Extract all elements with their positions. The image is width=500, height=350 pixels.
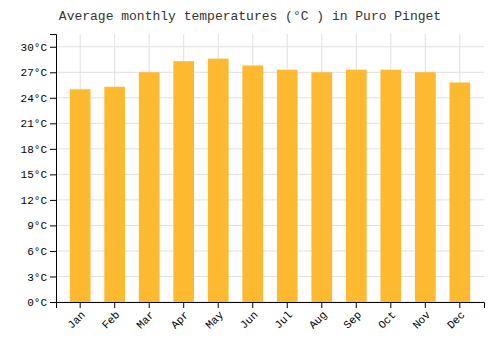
bar <box>104 87 125 302</box>
bar <box>449 82 470 302</box>
x-tick-label: Feb <box>100 309 122 331</box>
y-tick-mark <box>50 174 56 175</box>
x-tick-label: May <box>203 309 226 332</box>
y-tick-label: 3°C <box>27 271 47 283</box>
x-tick-label: Nov <box>411 309 434 332</box>
x-tick-mark <box>218 302 219 308</box>
y-tick: 27°C <box>21 67 56 79</box>
x-tick-mark <box>252 302 253 308</box>
y-tick-label: 24°C <box>21 93 48 105</box>
y-tick-label: 9°C <box>27 220 47 232</box>
x-tick-mark <box>80 302 81 308</box>
x-tick-label: Aug <box>307 309 329 331</box>
x-tick-mark <box>425 302 426 308</box>
bars <box>70 59 470 302</box>
bar <box>139 72 160 302</box>
y-tick-mark <box>50 47 56 48</box>
y-axis-line <box>50 35 57 303</box>
bar <box>277 70 298 302</box>
chart: Average monthly temperatures (°C ) in Pu… <box>0 0 500 350</box>
y-axis: 0°C 3°C 6°C 9°C 12°C 15°C 18°C 21°C 24°C 27°C 30°C <box>21 35 57 310</box>
y-tick-mark <box>50 98 56 99</box>
x-tick: Jul <box>272 302 294 331</box>
y-tick-mark <box>50 149 56 150</box>
x-tick: Feb <box>100 302 122 331</box>
x-tick: May <box>203 302 226 331</box>
x-tick-mark <box>114 302 115 308</box>
x-tick-mark <box>321 302 322 308</box>
bar <box>208 59 229 302</box>
bar <box>346 70 367 302</box>
x-tick-label: Dec <box>445 309 467 331</box>
y-tick: 24°C <box>21 93 56 105</box>
y-tick-label: 27°C <box>21 67 48 79</box>
x-tick-label: Jul <box>272 309 294 331</box>
x-tick-mark <box>459 302 460 308</box>
bar <box>380 70 401 302</box>
grid-line <box>56 46 484 47</box>
x-tick: Nov <box>411 302 434 331</box>
y-tick: 6°C <box>27 246 56 258</box>
y-tick: 12°C <box>21 195 56 207</box>
y-tick-label: 30°C <box>21 42 48 54</box>
y-tick: 3°C <box>27 271 56 283</box>
y-tick-mark <box>50 123 56 124</box>
title: Average monthly temperatures (°C ) in Pu… <box>59 9 441 24</box>
x-tick-label: Oct <box>376 309 398 331</box>
plot: Jan Feb Mar Apr May Jun Jul Aug Sep Oct Nov Dec 0°C 3… <box>21 34 485 331</box>
y-tick-mark <box>50 302 56 303</box>
y-tick: 18°C <box>21 144 56 156</box>
y-tick: 15°C <box>21 169 56 181</box>
grid <box>56 34 484 302</box>
x-tick-label: Apr <box>169 309 191 331</box>
bar <box>242 65 263 302</box>
bar <box>311 72 332 302</box>
x-tick-mark <box>390 302 391 308</box>
y-tick-mark <box>50 72 56 73</box>
y-tick-label: 0°C <box>27 297 47 309</box>
x-tick: Mar <box>134 302 156 331</box>
x-tick: Dec <box>445 302 467 331</box>
x-tick: Oct <box>376 302 398 331</box>
y-tick-label: 21°C <box>21 118 48 130</box>
x-axis: Jan Feb Mar Apr May Jun Jul Aug Sep Oct Nov Dec <box>57 302 485 331</box>
bar <box>173 61 194 302</box>
x-tick-mark <box>287 302 288 308</box>
y-tick: 21°C <box>21 118 56 130</box>
bar <box>70 89 91 302</box>
x-tick: Apr <box>169 302 191 331</box>
x-tick-label: Jan <box>65 309 87 331</box>
x-tick: Sep <box>342 302 364 331</box>
x-axis-line <box>57 303 485 309</box>
bar <box>415 72 436 302</box>
y-tick: 9°C <box>27 220 56 232</box>
y-tick-mark <box>50 276 56 277</box>
x-tick-mark <box>149 302 150 308</box>
x-tick-label: Mar <box>134 309 156 331</box>
x-tick-mark <box>356 302 357 308</box>
y-tick: 0°C <box>27 297 56 309</box>
y-tick-mark <box>50 200 56 201</box>
x-tick: Aug <box>307 302 329 331</box>
y-tick-label: 6°C <box>27 246 47 258</box>
x-tick: Jan <box>65 302 87 331</box>
y-tick: 30°C <box>21 42 56 54</box>
x-tick-label: Sep <box>342 309 364 331</box>
x-tick-mark <box>183 302 184 308</box>
y-tick-mark <box>50 225 56 226</box>
x-tick-label: Jun <box>238 309 260 331</box>
y-tick-mark <box>50 251 56 252</box>
y-tick-label: 12°C <box>21 195 48 207</box>
y-tick-label: 18°C <box>21 144 48 156</box>
x-tick: Jun <box>238 302 260 331</box>
y-tick-label: 15°C <box>21 169 48 181</box>
